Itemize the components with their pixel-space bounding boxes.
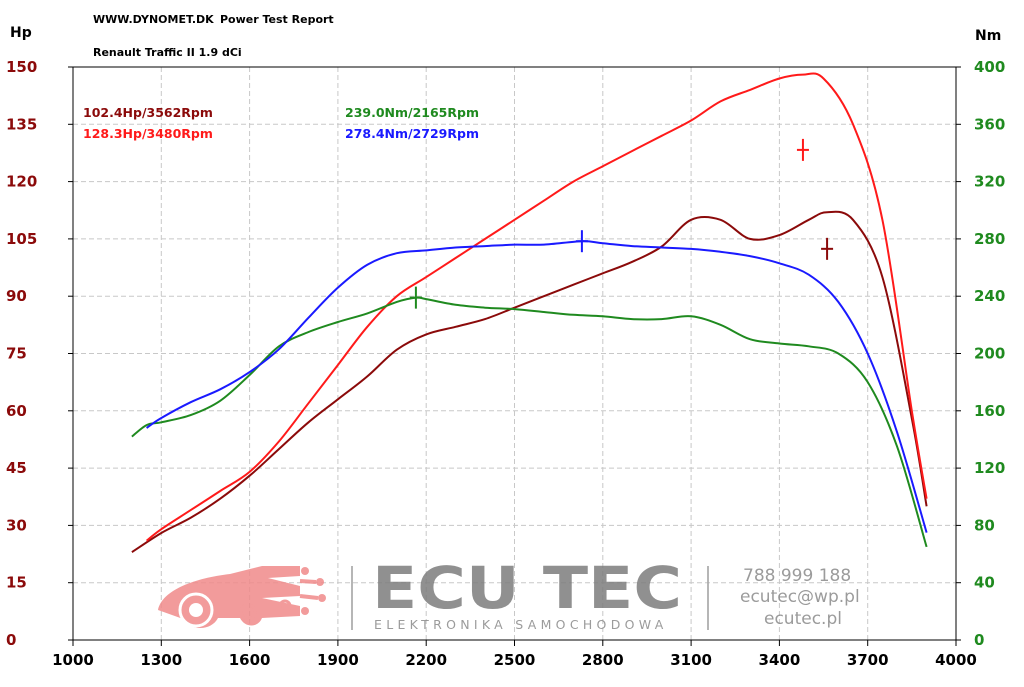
x-tick-label: 3700 (847, 651, 889, 669)
y-right-tick-label: 280 (974, 230, 1005, 248)
x-tick-label: 2500 (494, 651, 536, 669)
watermark-email: ecutec@wp.pl (740, 587, 860, 607)
y-left-tick-label: 15 (6, 574, 27, 592)
x-tick-label: 2800 (582, 651, 624, 669)
y-right-tick-label: 200 (974, 345, 1005, 363)
y-right-tick-label: 240 (974, 287, 1005, 305)
x-tick-label: 3100 (670, 651, 712, 669)
torque-blue-curve (146, 240, 928, 533)
watermark-website: ecutec.pl (764, 609, 842, 629)
y-right-tick-label: 80 (974, 516, 995, 534)
x-tick-label: 1000 (52, 651, 94, 669)
series (131, 72, 928, 553)
report-title: Power Test Report (220, 13, 334, 26)
x-tick-label: 1900 (317, 651, 359, 669)
power-dark-curve (131, 210, 928, 553)
y-right-tick-label: 160 (974, 402, 1005, 420)
grid (73, 67, 956, 640)
annotations: 102.4Hp/3562Rpm 128.3Hp/3480Rpm 239.0Nm/21… (83, 105, 479, 141)
axes: 1000 1300 1600 1900 2200 2500 2800 3100 3400 3700… (6, 58, 1005, 669)
torque-green-curve (131, 296, 928, 548)
peak-annotation: 239.0Nm/2165Rpm (345, 105, 479, 120)
watermark-tagline: ELEKTRONIKA SAMOCHODOWA (374, 617, 668, 632)
y-right-tick-label: 320 (974, 173, 1005, 191)
y-left-tick-label: 75 (6, 345, 27, 363)
y-left-tick-label: 45 (6, 459, 27, 477)
peak-annotation: 102.4Hp/3562Rpm (83, 105, 213, 120)
y-left-tick-label: 90 (6, 287, 27, 305)
right-axis-title: Nm (975, 28, 1001, 44)
site-name: WWW.DYNOMET.DK (93, 13, 214, 26)
y-left-tick-label: 60 (6, 402, 27, 420)
watermark-brand: ECU TEC (372, 554, 682, 622)
peak-annotation: 278.4Nm/2729Rpm (345, 126, 479, 141)
y-right-tick-label: 0 (974, 631, 984, 649)
y-left-tick-label: 150 (6, 58, 37, 76)
y-right-tick-label: 400 (974, 58, 1005, 76)
x-tick-label: 3400 (759, 651, 801, 669)
y-right-tick-label: 40 (974, 574, 995, 592)
x-tick-label: 2200 (405, 651, 447, 669)
y-right-tick-label: 120 (974, 459, 1005, 477)
x-tick-label: 1300 (140, 651, 182, 669)
y-left-tick-label: 105 (6, 230, 37, 248)
watermark-phone: 788 999 188 (743, 566, 851, 586)
power-red-curve (145, 72, 928, 542)
peak-annotation: 128.3Hp/3480Rpm (83, 126, 213, 141)
y-left-tick-label: 30 (6, 516, 27, 534)
vehicle-name: Renault Traffic II 1.9 dCi (93, 46, 242, 59)
ecutec-watermark: ECU TEC ELEKTRONIKA SAMOCHODOWA 788 999 … (158, 554, 860, 632)
x-tick-label: 1600 (229, 651, 271, 669)
y-left-tick-label: 135 (6, 115, 37, 133)
x-tick-label: 4000 (935, 651, 977, 669)
y-right-tick-label: 360 (974, 115, 1005, 133)
car-logo-icon (158, 566, 326, 629)
y-left-tick-label: 120 (6, 173, 37, 191)
y-left-tick-label: 0 (6, 631, 16, 649)
left-axis-title: Hp (10, 25, 32, 41)
